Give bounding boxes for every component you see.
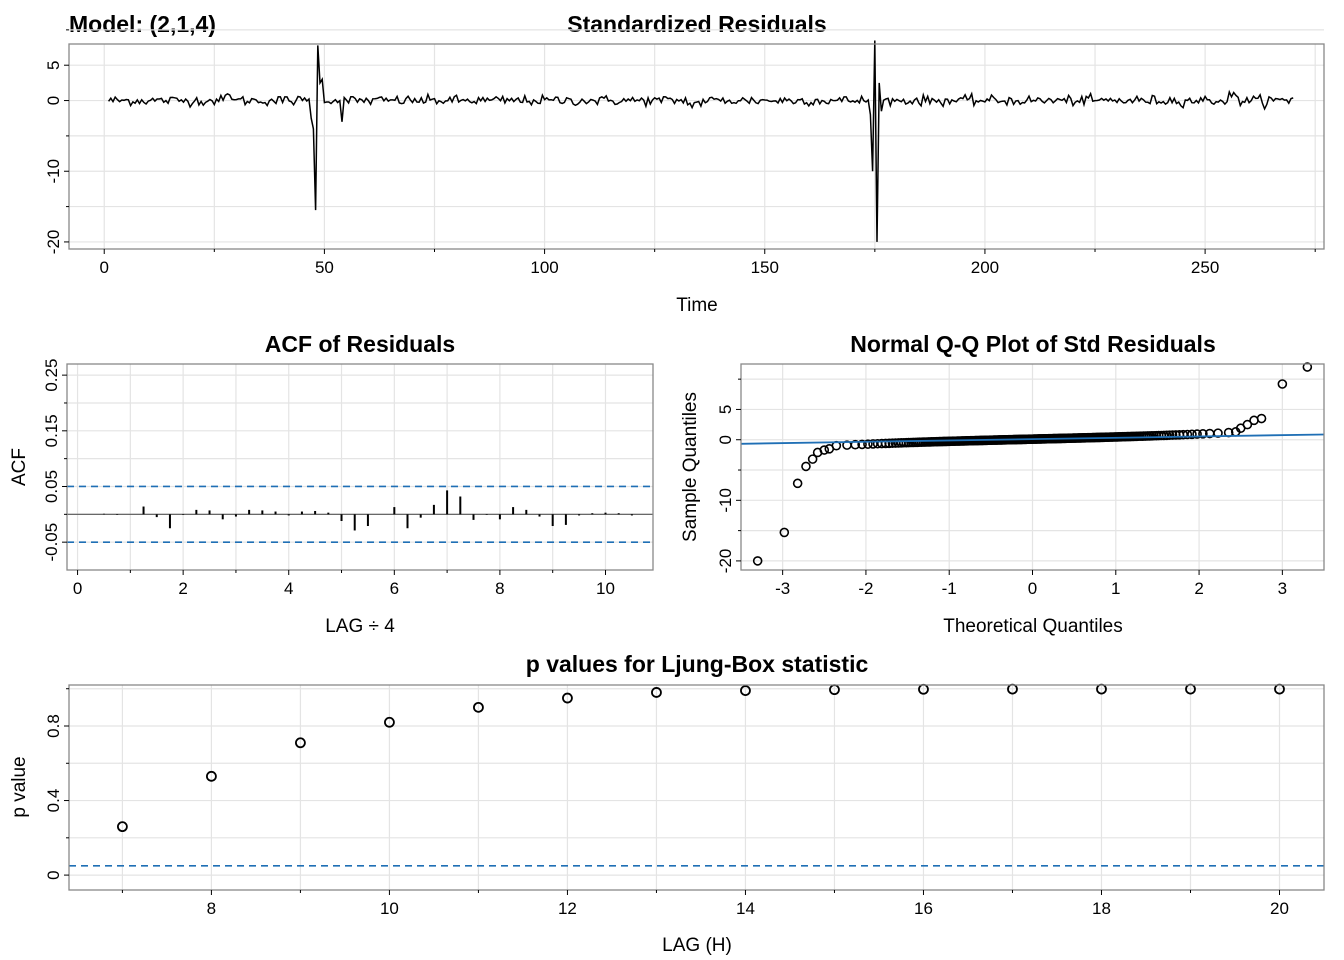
p-value-point	[562, 692, 573, 704]
qq-point	[863, 439, 873, 449]
qq-point	[1198, 429, 1208, 439]
qq-point	[1256, 413, 1267, 424]
qq-plot-panel: Normal Q-Q Plot of Std Residuals -3 -2 -1 0…	[680, 331, 1325, 637]
y-tick-label: -0.05	[42, 523, 61, 562]
y-tick-label: 0.05	[42, 470, 61, 503]
qq-point	[779, 527, 790, 538]
ljung-box-panel: p values for Ljung-Box statistic 8 10 12 14…	[9, 651, 1325, 956]
x-tick-label: 18	[1092, 899, 1111, 918]
x-tick-label: 3	[1278, 579, 1287, 598]
y-tick-label: 0.15	[42, 414, 61, 447]
x-axis-label-theoretical: Theoretical Quantiles	[943, 616, 1123, 637]
x-tick-label: 14	[736, 899, 755, 918]
acf-panel: ACF of Residuals 0 2 4 6 8 10 -0.05 0.05 0.15 0.2…	[9, 331, 654, 637]
x-tick-label: 150	[751, 258, 779, 277]
x-tick-label: 10	[596, 579, 615, 598]
p-value-point	[740, 685, 751, 696]
qq-point	[1182, 429, 1193, 440]
y-axis-label-sample: Sample Quantiles	[680, 392, 701, 542]
x-axis-label-lag: LAG ÷ 4	[325, 616, 395, 637]
x-tick-label: 8	[207, 899, 216, 918]
qq-point	[1161, 430, 1172, 441]
y-tick-label: -10	[44, 159, 63, 184]
x-tick-label: 50	[315, 258, 334, 277]
x-tick-label: -3	[775, 579, 790, 598]
y-tick-label: 0.4	[44, 789, 63, 813]
x-tick-label: 100	[530, 258, 558, 277]
qq-point	[1192, 429, 1202, 439]
p-value-point	[206, 770, 217, 782]
standardized-residuals-panel: Standardized Residuals 0 50 100 150 200 250-2…	[44, 11, 1325, 316]
x-tick-label: 10	[380, 899, 399, 918]
y-tick-label: 0	[44, 96, 63, 105]
qq-point	[824, 444, 835, 454]
qq-point	[801, 461, 811, 472]
y-tick-label: 0.8	[44, 714, 63, 738]
x-axis-label-lag-h: LAG (H)	[662, 935, 732, 956]
x-tick-label: 16	[914, 899, 933, 918]
x-axis-label-time: Time	[676, 295, 718, 316]
p-value-point	[473, 701, 484, 713]
qq-reference-line	[740, 433, 1325, 445]
x-tick-label: 6	[390, 579, 399, 598]
y-tick-label: -20	[716, 549, 735, 574]
chart-title-qq: Normal Q-Q Plot of Std Residuals	[850, 331, 1215, 357]
qq-point	[1242, 419, 1253, 430]
y-axis-label-p-value: p value	[9, 756, 30, 817]
qq-point	[1167, 430, 1178, 440]
x-tick-label: -2	[858, 579, 873, 598]
chart-title-acf: ACF of Residuals	[265, 331, 455, 357]
qq-point	[752, 556, 763, 566]
x-tick-label: 8	[495, 579, 504, 598]
p-value-point	[295, 737, 306, 749]
x-tick-label: 4	[284, 579, 293, 598]
y-tick-label: 0	[44, 870, 63, 879]
qq-point	[1213, 428, 1223, 438]
p-value-point	[117, 821, 128, 833]
qq-point	[1302, 362, 1313, 372]
x-tick-label: 0	[1028, 579, 1037, 598]
x-tick-label: 1	[1111, 579, 1120, 598]
y-tick-label: 0.25	[42, 359, 61, 392]
x-tick-label: -1	[942, 579, 957, 598]
model-label: Model: (2,1,4)	[69, 11, 216, 37]
qq-point	[792, 478, 803, 489]
y-tick-label: 0	[716, 435, 735, 444]
p-value-point	[384, 716, 395, 728]
x-tick-label: 250	[1191, 258, 1219, 277]
residual-series-line	[107, 40, 1294, 242]
qq-point	[884, 438, 894, 449]
y-axis-label-acf: ACF	[9, 448, 30, 486]
qq-point	[807, 454, 818, 464]
qq-point	[1277, 379, 1288, 389]
qq-point	[1164, 430, 1175, 441]
x-tick-label: 12	[558, 899, 577, 918]
y-tick-label: 5	[44, 60, 63, 69]
x-tick-label: 200	[971, 258, 999, 277]
p-value-point	[651, 687, 662, 698]
x-tick-label: 20	[1270, 899, 1289, 918]
qq-point	[857, 439, 867, 450]
y-tick-label: -20	[44, 230, 63, 255]
y-tick-label: 5	[716, 405, 735, 414]
qq-point	[850, 439, 861, 450]
chart-title-ljung-box: p values for Ljung-Box statistic	[526, 651, 869, 677]
qq-point	[1187, 429, 1197, 440]
chart-title-residuals: Standardized Residuals	[567, 11, 826, 37]
qq-point	[880, 438, 891, 449]
x-tick-label: 0	[73, 579, 82, 598]
y-tick-label: -10	[716, 488, 735, 513]
qq-point	[819, 445, 830, 455]
x-tick-label: 2	[1194, 579, 1203, 598]
x-tick-label: 0	[99, 258, 108, 277]
x-tick-label: 2	[178, 579, 187, 598]
